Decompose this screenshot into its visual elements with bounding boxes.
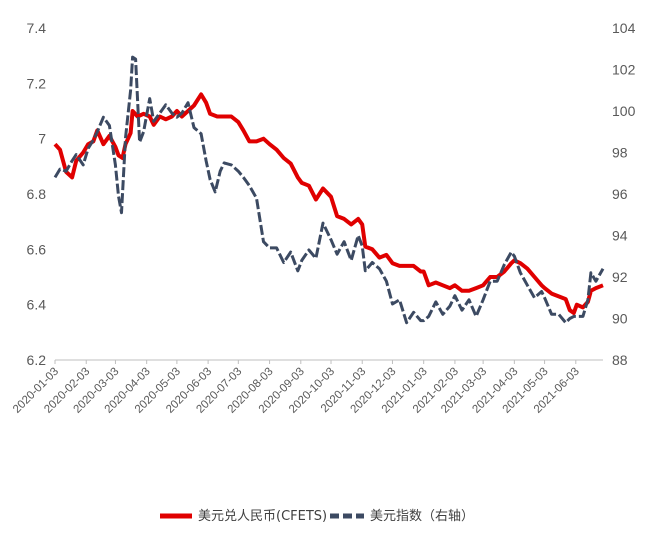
right-tick-label: 92 — [612, 269, 628, 285]
x-axis-ticks: 2020-01-032020-02-032020-03-032020-04-03… — [11, 360, 582, 416]
right-tick-label: 96 — [612, 186, 628, 202]
series-line-dxy — [53, 55, 605, 325]
right-tick-label: 98 — [612, 145, 628, 161]
right-tick-label: 104 — [612, 20, 636, 36]
left-tick-label: 6.4 — [27, 297, 47, 313]
left-axis-ticks: 6.2 6.4 6.6 6.8 7 7.2 7.4 — [27, 20, 47, 368]
series-line-usdcny — [53, 92, 604, 315]
legend-label-usdcny: 美元兑人民币(CFETS) — [198, 509, 327, 524]
legend: 美元兑人民币(CFETS) 美元指数（右轴） — [160, 509, 474, 524]
right-tick-label: 88 — [612, 352, 628, 368]
legend-label-dxy: 美元指数（右轴） — [370, 509, 474, 524]
right-tick-label: 100 — [612, 103, 636, 119]
left-tick-label: 7 — [38, 131, 46, 147]
left-tick-label: 7.2 — [27, 75, 47, 91]
right-axis-ticks: 88 90 92 94 96 98 100 102 104 — [612, 20, 636, 368]
right-tick-label: 90 — [612, 311, 628, 327]
left-tick-label: 7.4 — [27, 20, 47, 36]
right-tick-label: 102 — [612, 62, 636, 78]
left-tick-label: 6.6 — [27, 241, 47, 257]
left-tick-label: 6.2 — [27, 352, 47, 368]
series-layer — [53, 55, 605, 325]
left-tick-label: 6.8 — [27, 186, 47, 202]
right-tick-label: 94 — [612, 228, 628, 244]
